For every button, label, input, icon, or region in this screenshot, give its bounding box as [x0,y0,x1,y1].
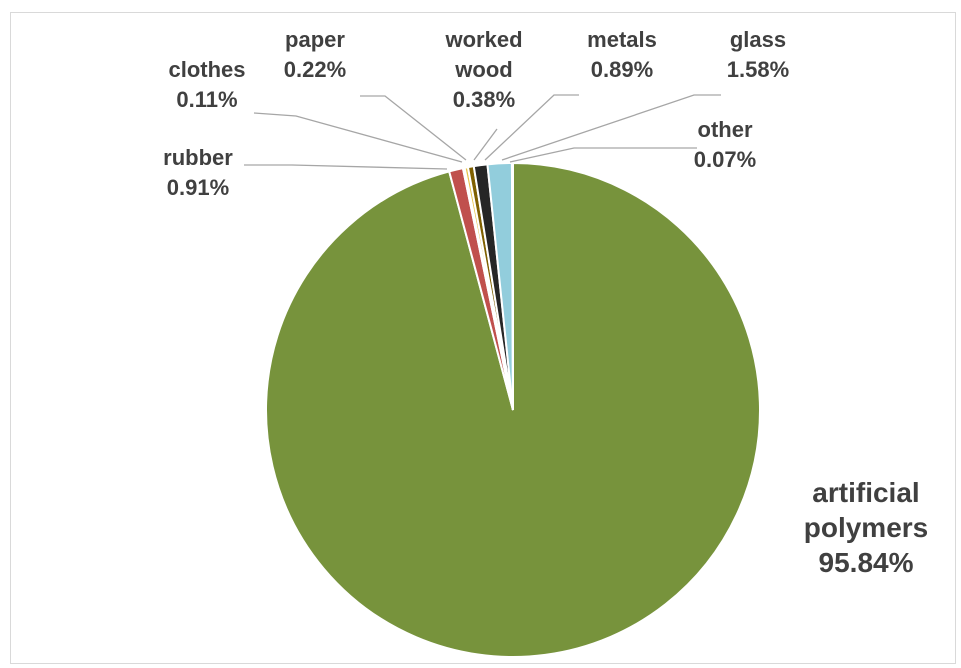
leader-line-clothes [253,112,463,163]
leader-lines-layer [244,94,721,170]
data-label-clothes: clothes 0.11% [168,57,245,112]
data-label-metals: metals 0.89% [587,27,657,82]
data-label-worked-wood: worked wood 0.38% [444,27,522,112]
data-label-paper: paper 0.22% [284,27,346,82]
leader-line-glass [501,94,721,161]
slices-layer [265,161,761,658]
pie-slice-other [510,161,514,411]
leader-line-worked-wood [473,128,498,161]
leader-line-other [509,147,697,163]
leader-line-rubber [244,164,448,170]
data-label-artificial-polymers: artificial polymers 95.84% [804,477,929,578]
leader-line-paper [360,95,467,161]
data-labels-layer: artificial polymers 95.84% rubber 0.91% cloth… [163,27,928,578]
leader-line-metals [484,94,579,161]
data-label-rubber: rubber 0.91% [163,145,233,200]
pie-slice-artificial-polymers [265,161,761,658]
data-label-other: other 0.07% [694,117,756,172]
data-label-glass: glass 1.58% [727,27,789,82]
